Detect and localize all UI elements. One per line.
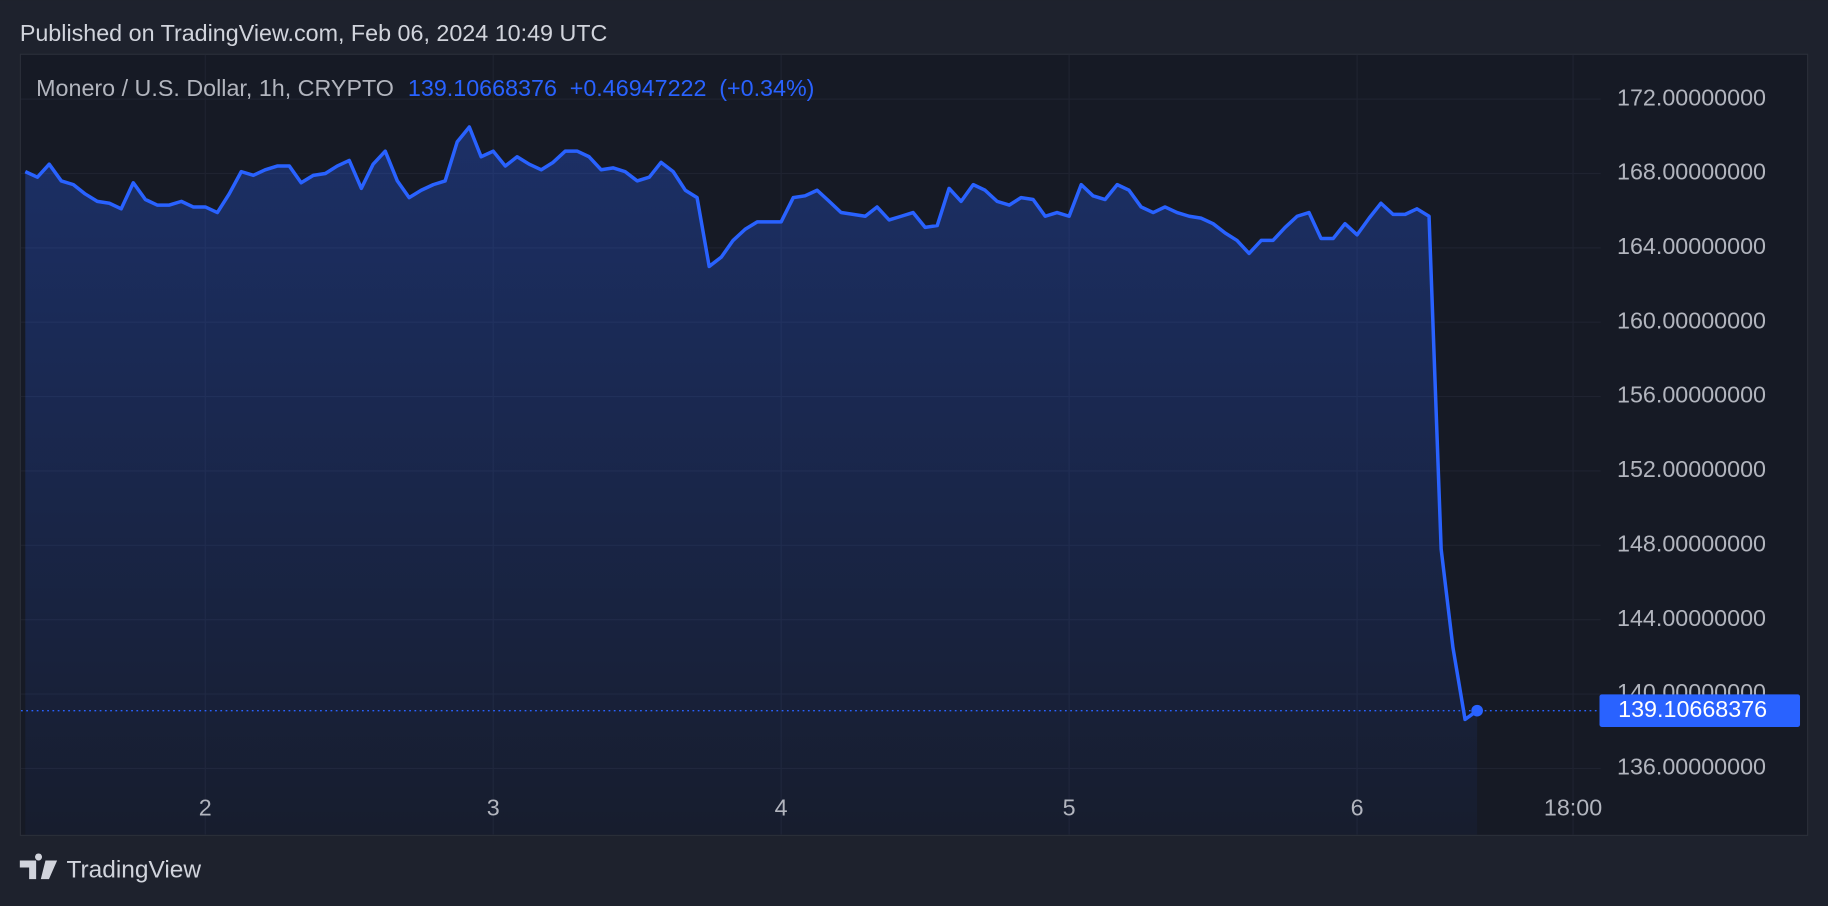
y-tick-label: 148.00000000 — [1617, 530, 1766, 556]
logo: TradingView — [19, 853, 201, 883]
published-note: Published on TradingView.com, Feb 06, 20… — [20, 20, 608, 46]
x-tick-label: 6 — [1351, 794, 1364, 820]
x-tick-label: 5 — [1063, 794, 1076, 820]
price-change: +0.46947222 — [570, 75, 707, 101]
y-tick-label: 160.00000000 — [1617, 307, 1766, 333]
brand: TradingView — [66, 856, 201, 883]
price-line — [24, 125, 1479, 722]
x-tick-label: 4 — [775, 794, 788, 820]
price-label-box — [1599, 694, 1801, 727]
x-tick-label: 3 — [487, 794, 500, 820]
area-fill — [25, 127, 1478, 835]
logo-icon — [19, 853, 58, 880]
x-tick-label: 2 — [199, 794, 212, 820]
y-tick-label: 168.00000000 — [1617, 159, 1766, 185]
axes: 136.00000000140.00000000144.00000000148.… — [199, 84, 1801, 820]
plot — [20, 125, 1601, 835]
y-tick-label: 152.00000000 — [1617, 456, 1766, 482]
y-tick-label: 144.00000000 — [1617, 605, 1766, 631]
price-change-percent: (+0.34%) — [719, 75, 814, 101]
y-tick-label: 156.00000000 — [1617, 382, 1766, 408]
price-label: 139.10668376 — [1618, 696, 1767, 722]
x-tick-label: 18:00 — [1544, 794, 1602, 820]
last-price: 139.10668376 — [408, 75, 557, 101]
y-tick-label: 172.00000000 — [1617, 84, 1766, 110]
y-tick-label: 164.00000000 — [1617, 233, 1766, 259]
chart-title: Monero / U.S. Dollar, 1h, CRYPTO — [36, 75, 394, 101]
y-tick-label: 136.00000000 — [1617, 754, 1766, 780]
last-point — [1471, 704, 1483, 717]
legend: Monero / U.S. Dollar, 1h, CRYPTO 139.106… — [36, 75, 814, 101]
